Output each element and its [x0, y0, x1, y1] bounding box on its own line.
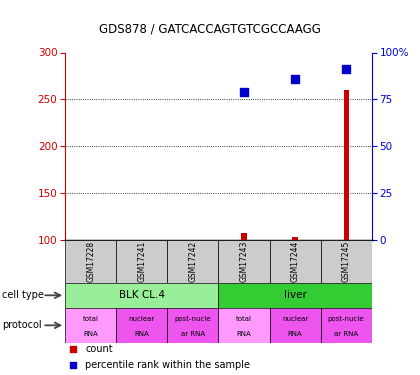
Point [343, 66, 349, 72]
Text: GDS878 / GATCACCAGTGTCGCCAAGG: GDS878 / GATCACCAGTGTCGCCAAGG [99, 22, 321, 36]
Bar [116, 240, 167, 283]
Text: percentile rank within the sample: percentile rank within the sample [85, 360, 250, 370]
Bar [320, 240, 372, 283]
Point [241, 89, 247, 95]
Text: GSM17242: GSM17242 [188, 241, 197, 282]
Text: GSM17245: GSM17245 [341, 241, 351, 282]
Text: nuclear: nuclear [282, 316, 308, 322]
Bar [65, 240, 116, 283]
Bar [65, 283, 218, 308]
Bar [218, 240, 270, 283]
Text: GSM17241: GSM17241 [137, 241, 146, 282]
Point [69, 346, 76, 352]
Bar [167, 240, 218, 283]
Bar [218, 283, 372, 308]
Text: GSM17228: GSM17228 [86, 241, 95, 282]
Text: RNA: RNA [134, 331, 149, 337]
Text: ar RNA: ar RNA [181, 331, 205, 337]
Text: count: count [85, 344, 113, 354]
Bar [320, 308, 372, 343]
Text: total: total [83, 316, 99, 322]
Bar [218, 308, 270, 343]
Text: GSM17243: GSM17243 [239, 241, 249, 282]
Point [69, 362, 76, 368]
Bar [241, 233, 247, 240]
Text: RNA: RNA [83, 331, 98, 337]
Bar [292, 237, 298, 240]
Bar [65, 308, 116, 343]
Point [292, 76, 299, 82]
Text: cell type: cell type [2, 290, 44, 300]
Bar [270, 240, 320, 283]
Text: post-nucle: post-nucle [175, 316, 211, 322]
Text: RNA: RNA [288, 331, 302, 337]
Text: ar RNA: ar RNA [334, 331, 358, 337]
Text: post-nucle: post-nucle [328, 316, 365, 322]
Bar [167, 308, 218, 343]
Text: total: total [236, 316, 252, 322]
Text: RNA: RNA [236, 331, 251, 337]
Text: BLK CL.4: BLK CL.4 [119, 290, 165, 300]
Bar [344, 90, 349, 240]
Text: protocol: protocol [2, 320, 42, 330]
Bar [270, 308, 320, 343]
Bar [116, 308, 167, 343]
Text: GSM17244: GSM17244 [291, 241, 299, 282]
Text: liver: liver [284, 290, 307, 300]
Text: nuclear: nuclear [129, 316, 155, 322]
